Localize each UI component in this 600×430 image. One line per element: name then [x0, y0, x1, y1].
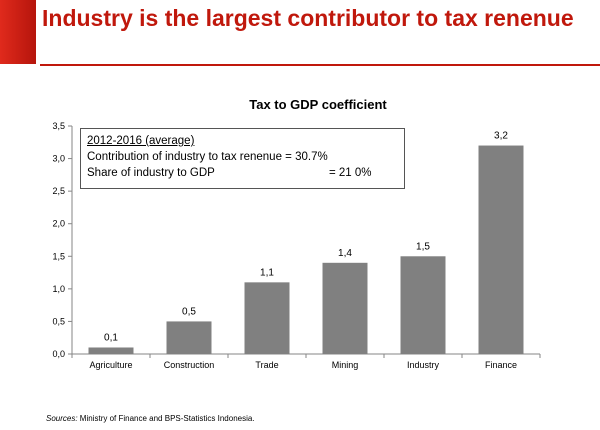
x-tick-label: Industry [407, 360, 440, 370]
title-accent-bar [0, 0, 36, 64]
x-tick-label: Agriculture [89, 360, 132, 370]
summary-period: 2012-2016 (average) [87, 135, 195, 147]
x-tick-label: Finance [485, 360, 517, 370]
summary-line-share-label: Share of industry to GDP [87, 167, 215, 179]
data-label: 1,1 [260, 267, 274, 278]
y-tick-label: 2,0 [52, 219, 65, 229]
chart-title: Tax to GDP coefficient [249, 97, 387, 112]
bar [478, 145, 524, 354]
x-tick-label: Mining [332, 360, 359, 370]
y-tick-label: 3,0 [52, 154, 65, 164]
bar [244, 282, 290, 354]
y-tick-label: 1,0 [52, 284, 65, 294]
data-label: 0,5 [182, 306, 196, 317]
x-tick-label: Construction [164, 360, 215, 370]
x-tick-label: Trade [255, 360, 278, 370]
bar [166, 321, 212, 354]
data-label: 0,1 [104, 332, 118, 343]
source-text: Ministry of Finance and BPS-Statistics I… [77, 414, 255, 423]
data-label: 1,4 [338, 248, 352, 259]
data-label: 3,2 [494, 131, 508, 142]
slide-title: Industry is the largest contributor to t… [42, 5, 574, 31]
bar [400, 256, 446, 354]
y-tick-label: 3,5 [52, 121, 65, 131]
y-tick-label: 0,0 [52, 349, 65, 359]
summary-line-contribution: Contribution of industry to tax renenue … [87, 151, 328, 163]
summary-line-share-value: = 21 0% [329, 167, 372, 179]
source-note: Sources: Ministry of Finance and BPS-Sta… [46, 414, 255, 423]
data-label: 1,5 [416, 241, 430, 252]
title-divider [40, 64, 600, 66]
source-label: Sources: [46, 414, 78, 423]
y-tick-label: 1,5 [52, 251, 65, 261]
summary-box: 2012-2016 (average) Contribution of indu… [80, 128, 405, 189]
y-tick-label: 0,5 [52, 316, 65, 326]
bar [322, 262, 368, 354]
bar [88, 347, 134, 354]
y-tick-label: 2,5 [52, 186, 65, 196]
